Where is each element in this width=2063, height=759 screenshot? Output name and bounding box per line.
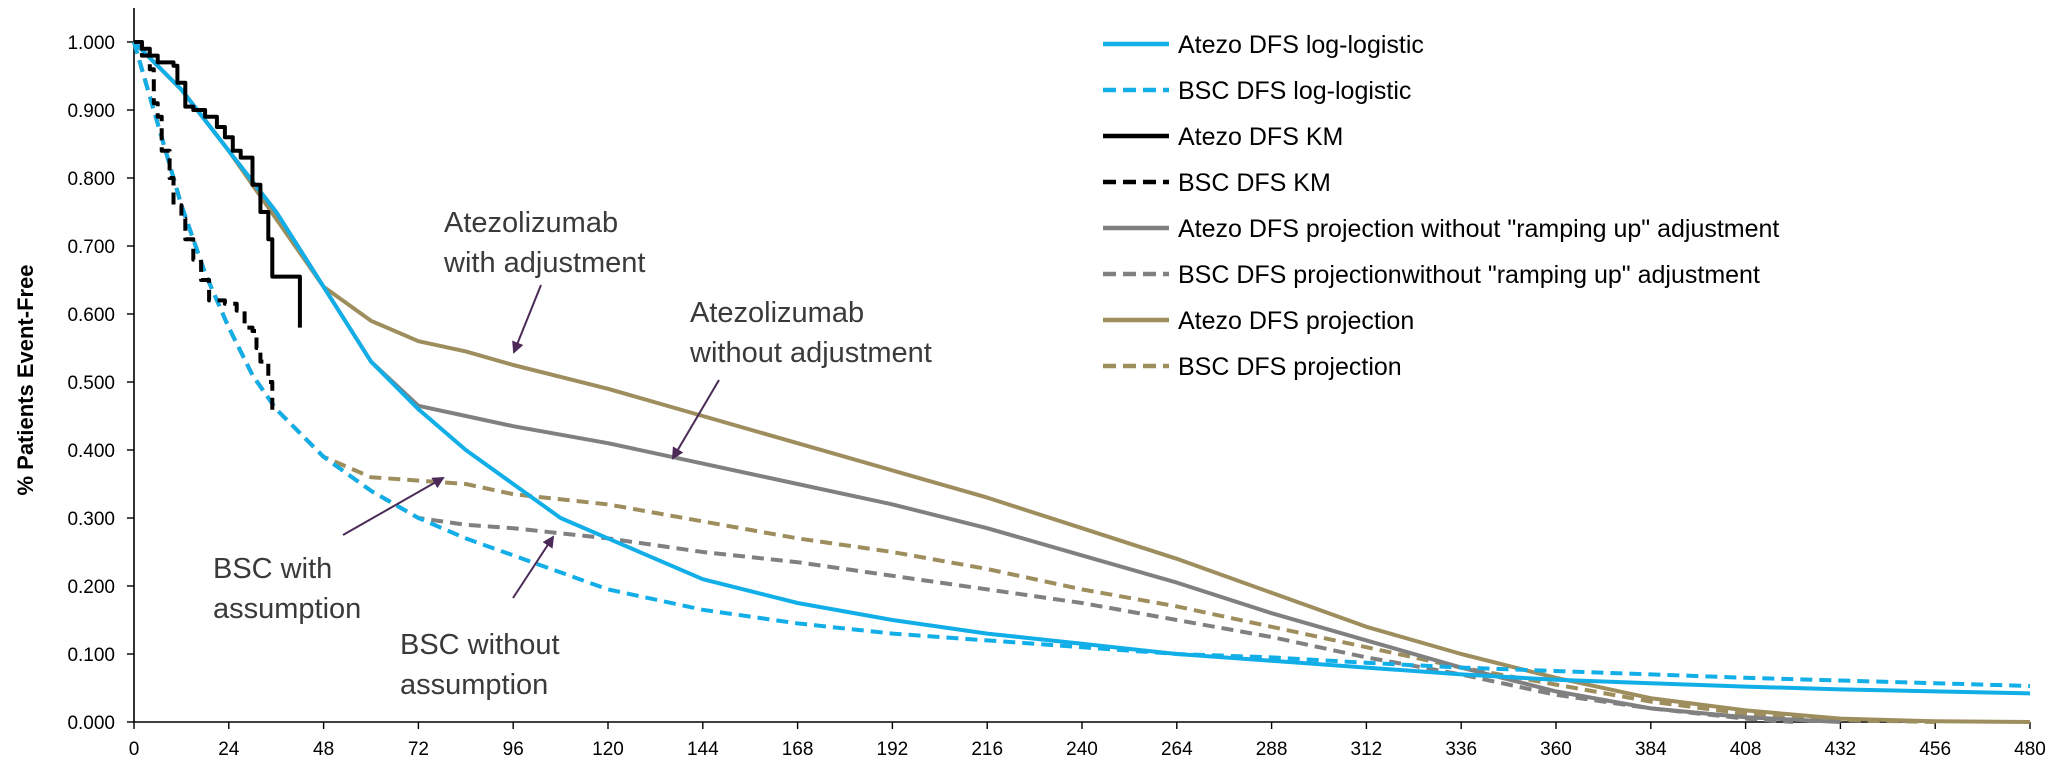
x-tick-label: 408 [1730, 739, 1762, 759]
x-tick-label: 72 [408, 739, 429, 759]
x-tick-label: 168 [782, 739, 814, 759]
series-line-atezo-dfs-log-logistic [132, 40, 2031, 696]
annotation-arrow [342, 477, 445, 536]
series-line-atezo-dfs-km [134, 40, 302, 328]
x-tick-label: 312 [1351, 739, 1383, 759]
annotation-line: without adjustment [689, 337, 932, 369]
annotation-text: BSC with assumption [213, 553, 361, 625]
x-tick-label: 240 [1066, 739, 1098, 759]
y-tick-label: 0.500 [67, 373, 115, 394]
legend-label: BSC DFS projectionwithout "ramping up" a… [1178, 261, 1760, 289]
x-tick-label: 96 [503, 739, 524, 759]
x-tick-label: 144 [687, 739, 719, 759]
legend-label: Atezo DFS log-logistic [1178, 31, 1424, 59]
x-tick-label: 360 [1540, 739, 1572, 759]
annotation-line: BSC without [400, 629, 560, 661]
x-tick-label: 456 [1919, 739, 1951, 759]
legend-label: BSC DFS projection [1178, 353, 1402, 381]
annotation-text: Atezolizumab without adjustment [689, 297, 932, 369]
x-tick-label: 0 [129, 739, 140, 759]
x-tick-label: 288 [1256, 739, 1288, 759]
y-tick-label: 0.200 [67, 577, 115, 598]
annotation-line: assumption [213, 593, 361, 625]
axes: 0 24 48 72 96 120 144 168 192 216 240 264 288 312 336 3… [67, 8, 2046, 759]
annotation-line: assumption [400, 669, 548, 701]
annotation-arrow [671, 379, 720, 460]
legend-label: Atezo DFS projection [1178, 307, 1414, 335]
annotation-arrow [512, 535, 555, 599]
series-line-bsc-dfs-projectionwithout-ramping-up-adjustment [132, 41, 1794, 724]
annotation-line: BSC with [213, 553, 332, 585]
x-tick-label: 384 [1635, 739, 1667, 759]
legend-label: BSC DFS KM [1178, 169, 1331, 197]
x-tick-label: 192 [877, 739, 909, 759]
x-tick-label: 120 [592, 739, 624, 759]
series-layer [132, 40, 2031, 724]
legend: Atezo DFS log-logistic BSC DFS log-logist… [1103, 31, 1779, 381]
series-line-bsc-dfs-projection [132, 41, 1936, 724]
legend-label: Atezo DFS projection without "ramping up… [1178, 215, 1779, 243]
y-tick-label: 0.100 [67, 645, 115, 666]
y-tick-label: 0.800 [67, 169, 115, 190]
legend-label: BSC DFS log-logistic [1178, 77, 1411, 105]
y-tick-label: 0.900 [67, 101, 115, 122]
y-tick-label: 0.700 [67, 237, 115, 258]
series-line-bsc-dfs-log-logistic [132, 41, 2031, 688]
y-tick-label: 1.000 [67, 33, 115, 54]
legend-label: Atezo DFS KM [1178, 123, 1343, 151]
x-tick-label: 48 [313, 739, 334, 759]
x-tick-label: 264 [1161, 739, 1193, 759]
x-tick-label: 216 [971, 739, 1003, 759]
y-tick-label: 0.000 [67, 713, 115, 734]
y-tick-label: 0.300 [67, 509, 115, 530]
y-tick-label: 0.600 [67, 305, 115, 326]
series-line-atezo-dfs-projection [132, 40, 2031, 724]
annotations: Atezolizumab with adjustment Atezolizumab w… [213, 207, 932, 701]
annotation-text: BSC without assumption [400, 629, 560, 701]
x-tick-label: 336 [1445, 739, 1477, 759]
x-tick-label: 432 [1825, 739, 1857, 759]
annotation-arrow [512, 284, 542, 354]
annotation-line: with adjustment [443, 247, 646, 279]
x-tick-label: 24 [218, 739, 240, 759]
series-line-bsc-dfs-km [134, 40, 275, 416]
annotation-line: Atezolizumab [690, 297, 864, 329]
x-tick-label: 480 [2014, 739, 2046, 759]
y-tick-label: 0.400 [67, 441, 115, 462]
y-axis-label: % Patients Event-Free [13, 264, 38, 495]
annotation-text: Atezolizumab with adjustment [443, 207, 646, 279]
annotation-line: Atezolizumab [444, 207, 618, 239]
